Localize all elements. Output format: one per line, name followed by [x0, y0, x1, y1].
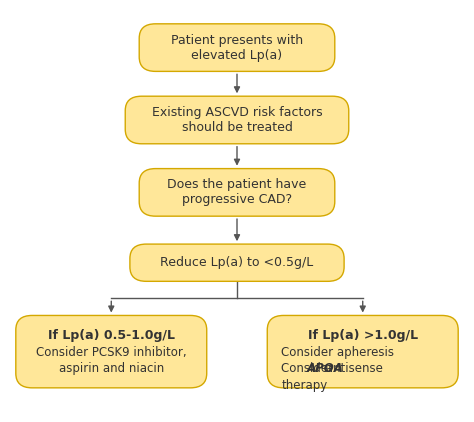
Text: APOA: APOA — [306, 362, 343, 375]
Text: aspirin and niacin: aspirin and niacin — [59, 362, 164, 375]
FancyBboxPatch shape — [139, 169, 335, 216]
Text: Consider PCSK9 inhibitor,: Consider PCSK9 inhibitor, — [36, 346, 187, 359]
Text: If Lp(a) 0.5-1.0g/L: If Lp(a) 0.5-1.0g/L — [48, 330, 175, 342]
Text: Consider apheresis: Consider apheresis — [281, 346, 394, 359]
Text: therapy: therapy — [281, 379, 328, 392]
FancyBboxPatch shape — [267, 316, 458, 388]
FancyBboxPatch shape — [16, 316, 207, 388]
Text: Does the patient have
progressive CAD?: Does the patient have progressive CAD? — [167, 179, 307, 206]
Text: antisense: antisense — [322, 362, 383, 375]
FancyBboxPatch shape — [125, 96, 349, 144]
Text: Reduce Lp(a) to <0.5g/L: Reduce Lp(a) to <0.5g/L — [160, 256, 314, 269]
Text: Consider: Consider — [281, 362, 337, 375]
Text: If Lp(a) >1.0g/L: If Lp(a) >1.0g/L — [308, 330, 418, 342]
Text: Existing ASCVD risk factors
should be treated: Existing ASCVD risk factors should be tr… — [152, 106, 322, 134]
FancyBboxPatch shape — [130, 244, 344, 281]
FancyBboxPatch shape — [139, 24, 335, 71]
Text: Patient presents with
elevated Lp(a): Patient presents with elevated Lp(a) — [171, 34, 303, 62]
